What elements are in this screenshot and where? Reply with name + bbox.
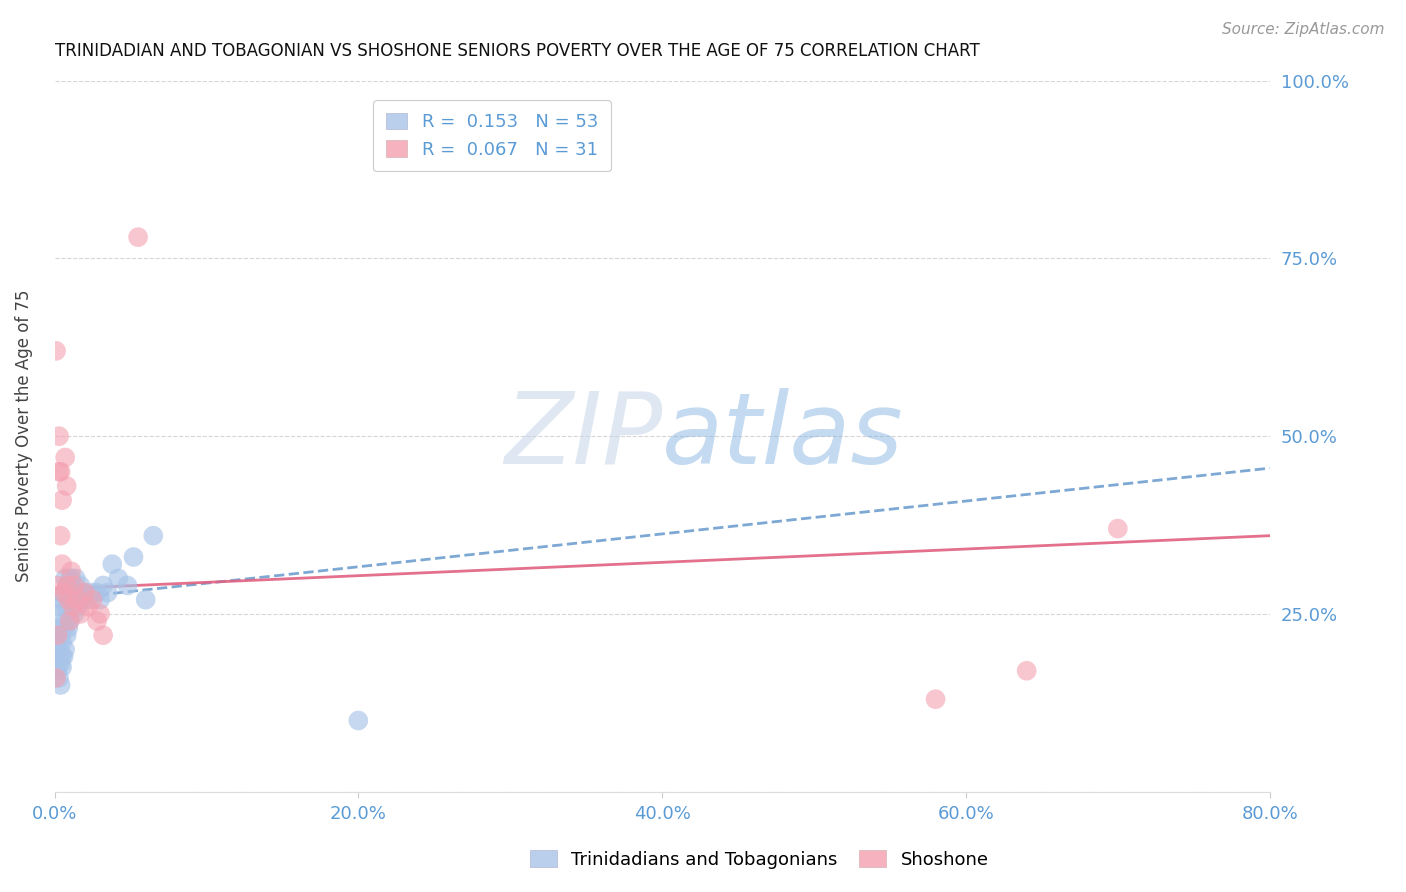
Point bbox=[45, 671, 67, 685]
Point bbox=[49, 529, 72, 543]
Point bbox=[77, 599, 100, 614]
Point bbox=[60, 571, 83, 585]
Point bbox=[55, 599, 77, 614]
Point bbox=[66, 592, 89, 607]
Text: Source: ZipAtlas.com: Source: ZipAtlas.com bbox=[1222, 22, 1385, 37]
Point bbox=[49, 657, 72, 671]
Point bbox=[1107, 522, 1129, 536]
Point bbox=[127, 230, 149, 244]
Point bbox=[77, 592, 100, 607]
Point bbox=[63, 607, 86, 621]
Point bbox=[58, 592, 80, 607]
Point bbox=[49, 628, 72, 642]
Point bbox=[347, 714, 370, 728]
Point bbox=[51, 592, 73, 607]
Point bbox=[122, 549, 145, 564]
Point bbox=[69, 578, 91, 592]
Point bbox=[53, 614, 76, 628]
Point bbox=[53, 642, 76, 657]
Point bbox=[58, 621, 80, 635]
Point bbox=[86, 614, 108, 628]
Point bbox=[46, 664, 69, 678]
Point bbox=[63, 578, 86, 592]
Point bbox=[58, 578, 80, 592]
Point bbox=[51, 635, 73, 649]
Point bbox=[62, 599, 84, 614]
Y-axis label: Seniors Poverty Over the Age of 75: Seniors Poverty Over the Age of 75 bbox=[15, 290, 32, 582]
Point bbox=[117, 578, 139, 592]
Point bbox=[52, 649, 75, 664]
Point bbox=[49, 599, 72, 614]
Point bbox=[51, 649, 73, 664]
Point bbox=[46, 607, 69, 621]
Point bbox=[89, 592, 111, 607]
Point bbox=[51, 493, 73, 508]
Point bbox=[1015, 664, 1038, 678]
Point bbox=[69, 607, 91, 621]
Point bbox=[48, 642, 70, 657]
Point bbox=[52, 621, 75, 635]
Point bbox=[48, 671, 70, 685]
Point bbox=[55, 479, 77, 493]
Point bbox=[49, 465, 72, 479]
Point bbox=[86, 585, 108, 599]
Point bbox=[91, 578, 114, 592]
Point bbox=[51, 660, 73, 674]
Point bbox=[91, 628, 114, 642]
Point bbox=[60, 564, 83, 578]
Point bbox=[48, 621, 70, 635]
Point bbox=[59, 571, 82, 585]
Point bbox=[48, 465, 70, 479]
Point bbox=[73, 585, 96, 599]
Point bbox=[73, 585, 96, 599]
Text: TRINIDADIAN AND TOBAGONIAN VS SHOSHONE SENIORS POVERTY OVER THE AGE OF 75 CORREL: TRINIDADIAN AND TOBAGONIAN VS SHOSHONE S… bbox=[55, 42, 979, 60]
Point bbox=[65, 571, 87, 585]
Point bbox=[142, 529, 165, 543]
Point bbox=[52, 585, 75, 599]
Point bbox=[46, 628, 69, 642]
Point bbox=[53, 450, 76, 465]
Point bbox=[59, 614, 82, 628]
Point bbox=[97, 585, 120, 599]
Point bbox=[48, 429, 70, 443]
Point bbox=[66, 599, 89, 614]
Point bbox=[45, 343, 67, 358]
Point bbox=[45, 660, 67, 674]
Point bbox=[924, 692, 946, 706]
Point bbox=[89, 607, 111, 621]
Point bbox=[46, 628, 69, 642]
Point bbox=[82, 585, 104, 599]
Point bbox=[53, 571, 76, 585]
Point bbox=[70, 592, 93, 607]
Point bbox=[55, 578, 77, 592]
Point bbox=[45, 635, 67, 649]
Point bbox=[52, 585, 75, 599]
Text: ZIP: ZIP bbox=[503, 388, 662, 484]
Point bbox=[45, 649, 67, 664]
Point bbox=[135, 592, 157, 607]
Point bbox=[55, 628, 77, 642]
Point bbox=[62, 592, 84, 607]
Point bbox=[82, 592, 104, 607]
Point bbox=[46, 578, 69, 592]
Point bbox=[51, 557, 73, 571]
Point bbox=[45, 657, 67, 671]
Point bbox=[46, 649, 69, 664]
Point bbox=[107, 571, 129, 585]
Legend: Trinidadians and Tobagonians, Shoshone: Trinidadians and Tobagonians, Shoshone bbox=[523, 843, 995, 876]
Text: atlas: atlas bbox=[662, 388, 904, 484]
Legend: R =  0.153   N = 53, R =  0.067   N = 31: R = 0.153 N = 53, R = 0.067 N = 31 bbox=[373, 101, 610, 171]
Point bbox=[67, 585, 90, 599]
Point bbox=[49, 678, 72, 692]
Point bbox=[101, 557, 124, 571]
Point bbox=[59, 614, 82, 628]
